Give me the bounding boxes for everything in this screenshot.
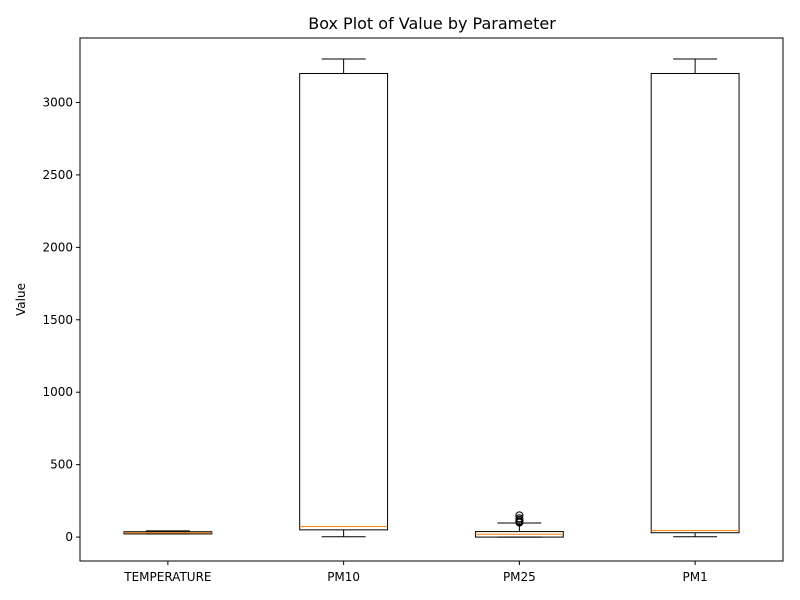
y-tick-label: 2000 (42, 240, 73, 254)
y-tick-label: 3000 (42, 95, 73, 109)
box-pm10 (299, 72, 389, 531)
y-axis-label: Value (14, 283, 28, 316)
y-tick-label: 0 (65, 530, 73, 544)
y-tick-label: 1500 (42, 313, 73, 327)
plot-area: 0 500 1000 1500 2000 2500 3000 TEMPERATURE PM10 P… (42, 37, 784, 584)
axes-frame (79, 37, 784, 562)
x-tick-label-pm25: PM25 (503, 570, 536, 584)
y-tick-label: 2500 (42, 168, 73, 182)
x-tick-label-temperature: TEMPERATURE (123, 570, 211, 584)
outlier-pm25 (515, 511, 524, 520)
box-pm1 (650, 72, 740, 534)
y-tick-label: 500 (50, 458, 73, 472)
y-tick-label: 1000 (42, 385, 73, 399)
chart-title: Box Plot of Value by Parameter (308, 14, 556, 33)
x-tick-label-pm1: PM1 (683, 570, 708, 584)
x-tick-label-pm10: PM10 (327, 570, 360, 584)
outlier-pm25 (515, 514, 524, 523)
